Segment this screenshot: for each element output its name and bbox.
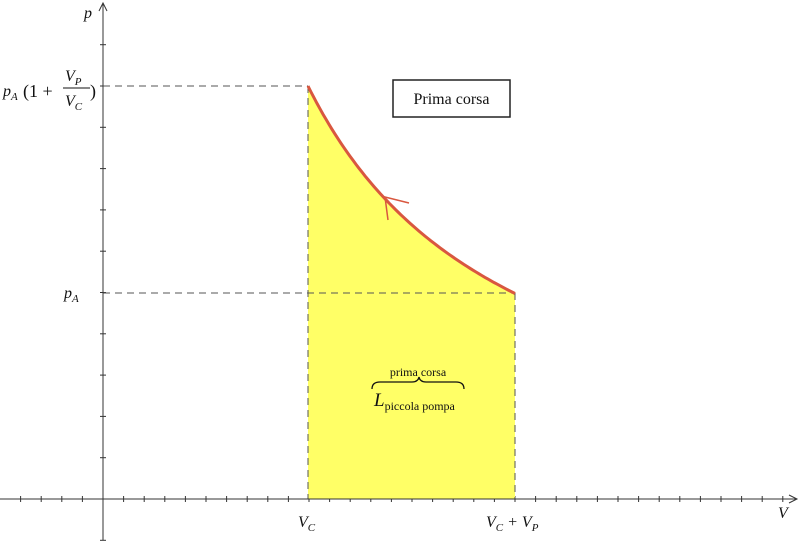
y-arrow <box>98 1 108 12</box>
label-part: ) <box>90 81 96 102</box>
work-area <box>308 86 515 499</box>
expansion-curve <box>306 85 516 295</box>
brace <box>371 376 465 390</box>
y-axis-label: p <box>83 5 92 22</box>
direction-arrow <box>384 196 410 221</box>
box-label: Prima corsa <box>414 91 490 108</box>
y-tick-label: pA <box>63 285 79 305</box>
y-tick-label: pA (1 + VP VC ) <box>2 68 96 113</box>
x-arrow <box>788 494 799 504</box>
brace-label: prima corsa <box>390 365 447 379</box>
x-axis-label: V <box>778 505 790 522</box>
label-part: pA <box>2 83 18 103</box>
label-part: VC <box>65 93 83 113</box>
label-part: VP <box>65 68 82 88</box>
work-label: Lpiccola pompa <box>373 390 456 413</box>
x-tick-label: VC + VP <box>486 514 539 534</box>
x-tick-label: VC <box>298 514 316 534</box>
label-part: (1 + <box>23 81 53 102</box>
label-box <box>392 79 511 118</box>
